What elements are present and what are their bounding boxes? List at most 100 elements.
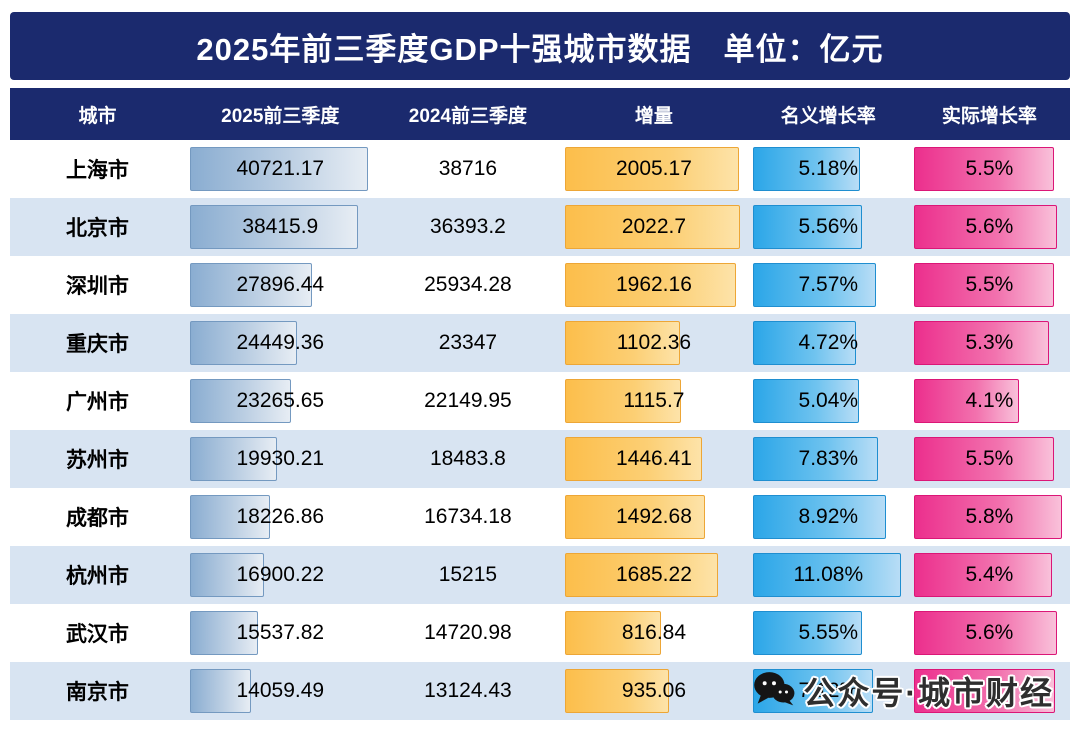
real-growth-bar xyxy=(913,205,1057,249)
gdp-2024-value: 23347 xyxy=(438,331,498,354)
table-row: 杭州市 16900.22 15215 1685.22 11.08% 5.4% xyxy=(10,546,1070,604)
nominal-growth-value: 7.83% xyxy=(798,447,859,470)
gdp-2025-bar xyxy=(189,379,292,423)
increment-value: 1962.16 xyxy=(615,273,692,296)
city-name: 北京市 xyxy=(65,217,129,240)
increment-cell: 1685.22 xyxy=(560,546,748,604)
increment-value: 816.84 xyxy=(621,621,687,644)
gdp-2024-value: 36393.2 xyxy=(429,215,506,238)
increment-bar xyxy=(565,611,662,655)
gdp-2025-bar xyxy=(189,147,368,191)
wechat-icon xyxy=(753,671,795,711)
gdp-2024-value: 22149.95 xyxy=(424,389,512,412)
gdp-2025-bar xyxy=(189,553,264,597)
real-growth-cell: 5.5% xyxy=(909,430,1070,488)
real-growth-value: 5.3% xyxy=(965,331,1014,354)
city-name: 苏州市 xyxy=(65,449,129,472)
city-name: 杭州市 xyxy=(65,565,129,588)
real-growth-value: 4.1% xyxy=(965,389,1014,412)
real-growth-value: 5.6% xyxy=(965,621,1014,644)
real-growth-bar xyxy=(913,379,1019,423)
gdp-2025-value: 15537.82 xyxy=(236,621,325,644)
increment-bar xyxy=(565,669,669,713)
increment-cell: 1446.41 xyxy=(560,430,748,488)
real-growth-bar xyxy=(913,611,1057,655)
real-growth-bar xyxy=(913,437,1055,481)
real-growth-bar xyxy=(913,553,1052,597)
real-growth-cell: 5.5% xyxy=(909,140,1070,198)
increment-bar xyxy=(565,553,718,597)
gdp-2025-bar xyxy=(189,669,252,713)
gdp-2024-cell: 18483.8 xyxy=(376,430,560,488)
nominal-growth-cell: 7.57% xyxy=(748,256,909,314)
gdp-2024-cell: 16734.18 xyxy=(376,488,560,546)
increment-cell: 1115.7 xyxy=(560,372,748,430)
table-row: 广州市 23265.65 22149.95 1115.7 5.04% 4.1% xyxy=(10,372,1070,430)
real-growth-bar xyxy=(913,669,1055,713)
real-growth-bar xyxy=(913,495,1062,539)
gdp-2024-value: 18483.8 xyxy=(429,447,506,470)
nominal-growth-cell: 8.92% xyxy=(748,488,909,546)
gdp-2025-cell: 40721.17 xyxy=(185,140,376,198)
real-growth-cell: 5.5% xyxy=(909,256,1070,314)
increment-bar xyxy=(565,321,680,365)
header-city: 城市 xyxy=(78,105,117,127)
gdp-2025-value: 38415.9 xyxy=(242,215,319,238)
gdp-2025-bar xyxy=(189,205,358,249)
header-nominal-growth: 名义增长率 xyxy=(780,105,876,127)
gdp-2025-cell: 38415.9 xyxy=(185,198,376,256)
table-row: 苏州市 19930.21 18483.8 1446.41 7.83% 5.5% xyxy=(10,430,1070,488)
gdp-2025-cell: 18226.86 xyxy=(185,488,376,546)
real-growth-cell: 5.8% xyxy=(909,488,1070,546)
increment-value: 1685.22 xyxy=(615,563,692,586)
nominal-growth-cell: 5.04% xyxy=(748,372,909,430)
increment-bar xyxy=(565,437,703,481)
increment-cell: 1102.36 xyxy=(560,314,748,372)
nominal-growth-bar xyxy=(752,495,886,539)
gdp-2024-cell: 36393.2 xyxy=(376,198,560,256)
gdp-2025-value: 18226.86 xyxy=(236,505,325,528)
nominal-growth-bar xyxy=(752,205,863,249)
table-row: 成都市 18226.86 16734.18 1492.68 8.92% 5.8% xyxy=(10,488,1070,546)
real-growth-bar xyxy=(913,147,1055,191)
gdp-2025-bar xyxy=(189,321,297,365)
nominal-growth-value: 5.18% xyxy=(798,157,859,180)
increment-cell: 2022.7 xyxy=(560,198,748,256)
increment-bar xyxy=(565,205,740,249)
real-growth-bar xyxy=(913,263,1055,307)
watermark-text: 公众号·城市财经 xyxy=(803,675,1054,711)
nominal-growth-bar xyxy=(752,379,859,423)
increment-cell: 1492.68 xyxy=(560,488,748,546)
increment-bar xyxy=(565,263,736,307)
nominal-growth-cell: 4.72% xyxy=(748,314,909,372)
table-row: 武汉市 15537.82 14720.98 816.84 5.55% 5.6% xyxy=(10,604,1070,662)
nominal-growth-cell: 5.55% xyxy=(748,604,909,662)
header-real-growth: 实际增长率 xyxy=(941,105,1037,127)
gdp-2024-cell: 15215 xyxy=(376,546,560,604)
header-gdp-2024: 2024前三季度 xyxy=(408,105,528,127)
gdp-2025-value: 23265.65 xyxy=(236,389,325,412)
gdp-2025-bar xyxy=(189,495,270,539)
real-growth-cell: 5.6% xyxy=(909,198,1070,256)
nominal-growth-value: 8.92% xyxy=(798,505,859,528)
gdp-2025-value: 14059.49 xyxy=(236,679,325,702)
gdp-2024-value: 15215 xyxy=(438,563,498,586)
table-header-row: 城市 2025前三季度 2024前三季度 增量 名义增长率 实际增长率 xyxy=(10,88,1070,140)
gdp-table: 城市 2025前三季度 2024前三季度 增量 名义增长率 实际增长率 上海市 … xyxy=(10,88,1070,720)
increment-bar xyxy=(565,379,681,423)
nominal-growth-value: 4.72% xyxy=(798,331,859,354)
gdp-2024-value: 38716 xyxy=(438,157,498,180)
real-growth-cell: 5.4% xyxy=(909,546,1070,604)
increment-cell: 816.84 xyxy=(560,604,748,662)
nominal-growth-cell: 11.08% xyxy=(748,546,909,604)
gdp-2025-value: 24449.36 xyxy=(236,331,325,354)
real-growth-bar xyxy=(913,321,1050,365)
city-name: 武汉市 xyxy=(65,623,129,646)
real-growth-cell: 5.6% xyxy=(909,604,1070,662)
increment-value: 1446.41 xyxy=(615,447,692,470)
increment-cell: 1962.16 xyxy=(560,256,748,314)
table-row: 重庆市 24449.36 23347 1102.36 4.72% 5.3% xyxy=(10,314,1070,372)
nominal-growth-bar xyxy=(752,263,877,307)
gdp-2025-bar xyxy=(189,611,258,655)
gdp-2025-value: 27896.44 xyxy=(236,273,325,296)
